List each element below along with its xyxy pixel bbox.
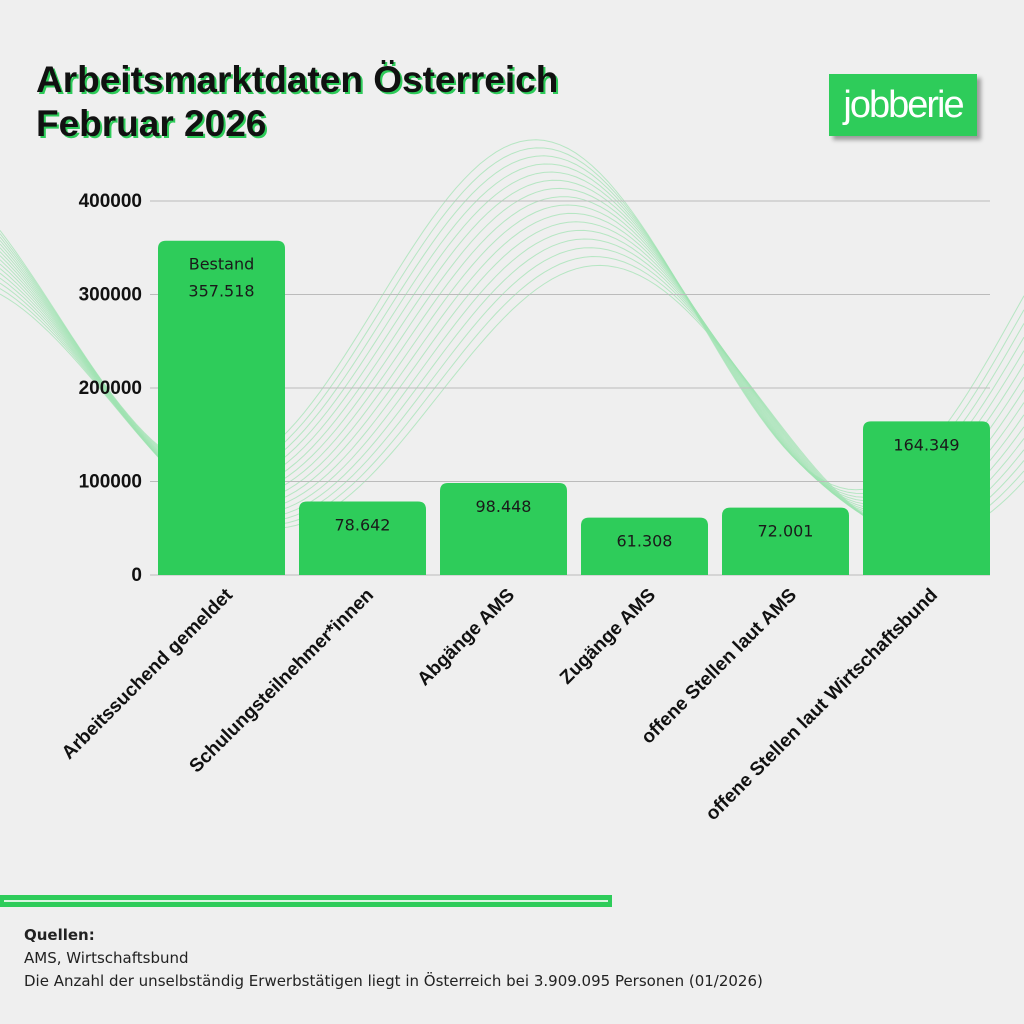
page-title: Arbeitsmarktdaten Österreich Februar 2026 — [36, 58, 558, 146]
data-label: 61.308 — [617, 532, 673, 551]
jobberie-logo: jobberie — [829, 74, 977, 136]
category-label: offene Stellen laut AMS — [637, 585, 801, 749]
data-label: 78.642 — [335, 515, 391, 534]
divider-bar — [0, 895, 612, 907]
bar-6 — [863, 421, 990, 575]
data-label: 72.001 — [758, 522, 814, 541]
bar-2 — [299, 501, 426, 575]
bar-1 — [158, 240, 285, 575]
sources: Quellen: AMS, Wirtschaftsbund Die Anzahl… — [24, 924, 763, 993]
y-tick-label: 0 — [131, 565, 142, 586]
bars — [158, 240, 990, 575]
title-line-2: Februar 2026 — [36, 103, 267, 144]
gridlines — [150, 200, 990, 576]
sources-heading: Quellen: — [24, 926, 95, 944]
bar-5 — [722, 507, 849, 575]
y-tick-label: 200000 — [79, 378, 142, 399]
y-tick-label: 400000 — [79, 191, 142, 212]
category-label: Zugänge AMS — [556, 585, 660, 689]
data-label: 164.349 — [893, 435, 959, 454]
sources-line-1: AMS, Wirtschaftsbund — [24, 949, 189, 967]
data-label: 98.448 — [476, 497, 532, 516]
title-line-1: Arbeitsmarktdaten Österreich — [36, 59, 559, 100]
y-tick-label: 300000 — [79, 285, 142, 306]
category-label: Abgänge AMS — [414, 585, 519, 690]
bar-3 — [440, 482, 567, 575]
bar-annotation: Bestand — [189, 255, 255, 274]
category-label: offene Stellen laut Wirtschaftsbund — [702, 585, 942, 825]
bar-4 — [581, 517, 708, 575]
y-tick-label: 100000 — [79, 472, 142, 493]
sources-line-2: Die Anzahl der unselbständig Erwerbstäti… — [24, 972, 763, 990]
data-label: 357.518 — [188, 282, 254, 301]
